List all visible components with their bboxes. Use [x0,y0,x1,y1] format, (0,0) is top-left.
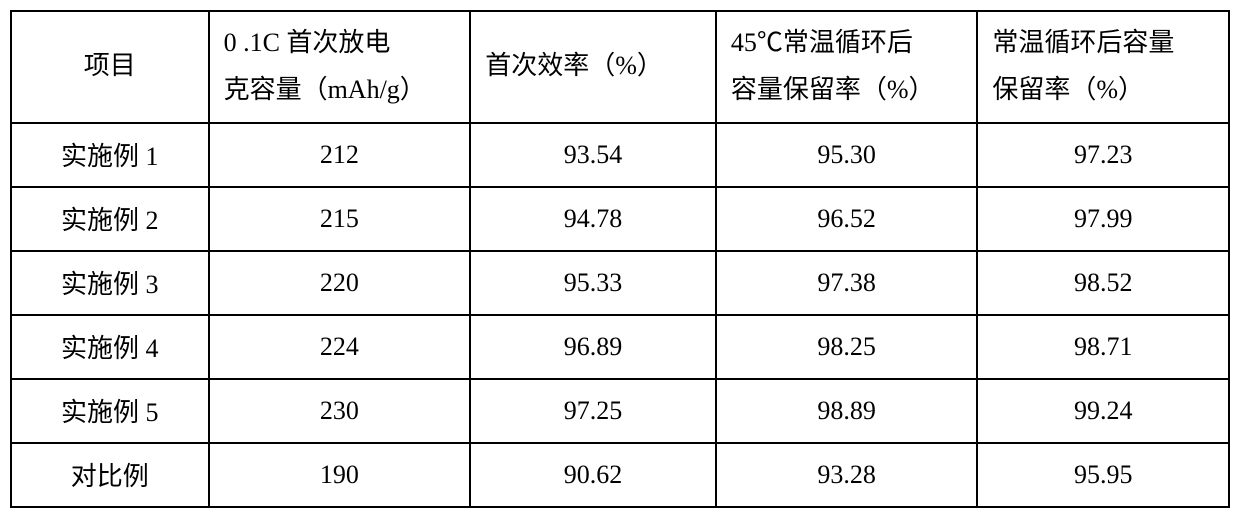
col-header-retention-rt: 常温循环后容量 保留率（%） [977,11,1229,123]
row-label: 实施例 3 [11,251,209,315]
row-label: 实施例 5 [11,379,209,443]
cell-value: 190 [209,443,471,507]
cell-value: 97.23 [977,123,1229,187]
data-table: 项目 0 .1C 首次放电 克容量（mAh/g） 首次效率（%） 45℃常温循环… [10,10,1230,508]
table-row: 实施例 1 212 93.54 95.30 97.23 [11,123,1229,187]
col-header-retention-45c: 45℃常温循环后 容量保留率（%） [716,11,978,123]
cell-value: 212 [209,123,471,187]
table-body: 实施例 1 212 93.54 95.30 97.23 实施例 2 215 94… [11,123,1229,507]
cell-value: 98.71 [977,315,1229,379]
col-header-capacity: 0 .1C 首次放电 克容量（mAh/g） [209,11,471,123]
cell-value: 93.54 [470,123,716,187]
table-row: 对比例 190 90.62 93.28 95.95 [11,443,1229,507]
col-header-label-line2: 容量保留率（%） [731,75,935,104]
col-header-efficiency: 首次效率（%） [470,11,716,123]
col-header-label-line1: 45℃常温循环后 [731,28,913,57]
table-row: 实施例 2 215 94.78 96.52 97.99 [11,187,1229,251]
row-label: 对比例 [11,443,209,507]
col-header-label-line1: 0 .1C 首次放电 [224,28,391,57]
cell-value: 95.30 [716,123,978,187]
col-header-item: 项目 [11,11,209,123]
row-label: 实施例 2 [11,187,209,251]
table-row: 实施例 3 220 95.33 97.38 98.52 [11,251,1229,315]
col-header-label: 项目 [84,51,136,80]
cell-value: 97.25 [470,379,716,443]
cell-value: 215 [209,187,471,251]
table-row: 实施例 5 230 97.25 98.89 99.24 [11,379,1229,443]
cell-value: 98.25 [716,315,978,379]
cell-value: 90.62 [470,443,716,507]
col-header-label-line2: 保留率（%） [992,75,1144,104]
cell-value: 97.99 [977,187,1229,251]
cell-value: 95.95 [977,443,1229,507]
cell-value: 94.78 [470,187,716,251]
cell-value: 98.89 [716,379,978,443]
col-header-label-line1: 常温循环后容量 [992,28,1174,57]
cell-value: 96.52 [716,187,978,251]
cell-value: 95.33 [470,251,716,315]
row-label: 实施例 4 [11,315,209,379]
cell-value: 230 [209,379,471,443]
cell-value: 97.38 [716,251,978,315]
cell-value: 98.52 [977,251,1229,315]
row-label: 实施例 1 [11,123,209,187]
col-header-label: 首次效率（%） [485,51,663,80]
table-header-row: 项目 0 .1C 首次放电 克容量（mAh/g） 首次效率（%） 45℃常温循环… [11,11,1229,123]
col-header-label-line2: 克容量（mAh/g） [224,75,426,104]
cell-value: 220 [209,251,471,315]
cell-value: 224 [209,315,471,379]
cell-value: 96.89 [470,315,716,379]
cell-value: 99.24 [977,379,1229,443]
table-row: 实施例 4 224 96.89 98.25 98.71 [11,315,1229,379]
cell-value: 93.28 [716,443,978,507]
